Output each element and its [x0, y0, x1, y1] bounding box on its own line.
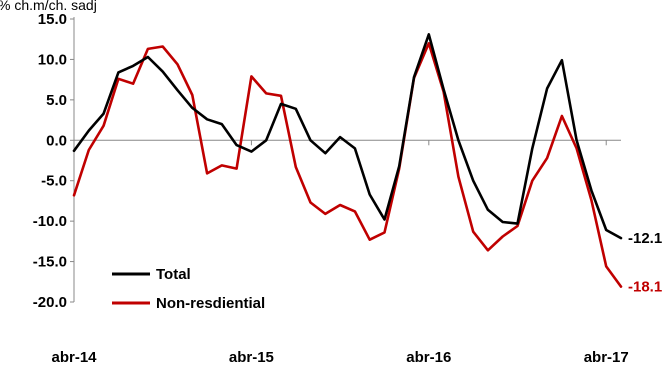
y-tick-label: 10.0 [38, 51, 67, 68]
y-tick-label: 5.0 [46, 92, 67, 109]
y-axis-unit-label: % ch.m/ch. sadj [0, 0, 97, 13]
y-tick-label: -20.0 [33, 294, 67, 311]
x-tick-label: abr-16 [406, 349, 451, 366]
axes [70, 17, 621, 303]
y-tick-label: -10.0 [33, 213, 67, 230]
y-tick-label: 15.0 [38, 11, 67, 28]
x-axis-ticks: abr-14 abr-15 abr-16 abr-17 [51, 349, 628, 366]
series-line-total [72, 33, 623, 240]
y-tick-label: -5.0 [41, 173, 67, 190]
y-tick-label: -15.0 [33, 254, 67, 271]
series-end-label: -18.1 [628, 279, 662, 296]
series-line-non-residential [72, 41, 623, 288]
x-tick-label: abr-17 [584, 349, 629, 366]
x-tick-label: abr-15 [229, 349, 274, 366]
y-tick-label: 0.0 [46, 132, 67, 149]
legend-label: Total [156, 266, 191, 283]
series-lines [72, 33, 623, 288]
legend-label: Non-resdiential [156, 295, 265, 312]
legend: Total Non-resdiential [112, 266, 265, 312]
series-end-label: -12.1 [628, 230, 662, 247]
series-end-labels: -12.1 -18.1 [628, 230, 662, 296]
y-axis-ticks: 15.0 10.0 5.0 0.0 -5.0 -10.0 -15.0 -20.0 [33, 11, 67, 311]
x-tick-label: abr-14 [51, 349, 97, 366]
